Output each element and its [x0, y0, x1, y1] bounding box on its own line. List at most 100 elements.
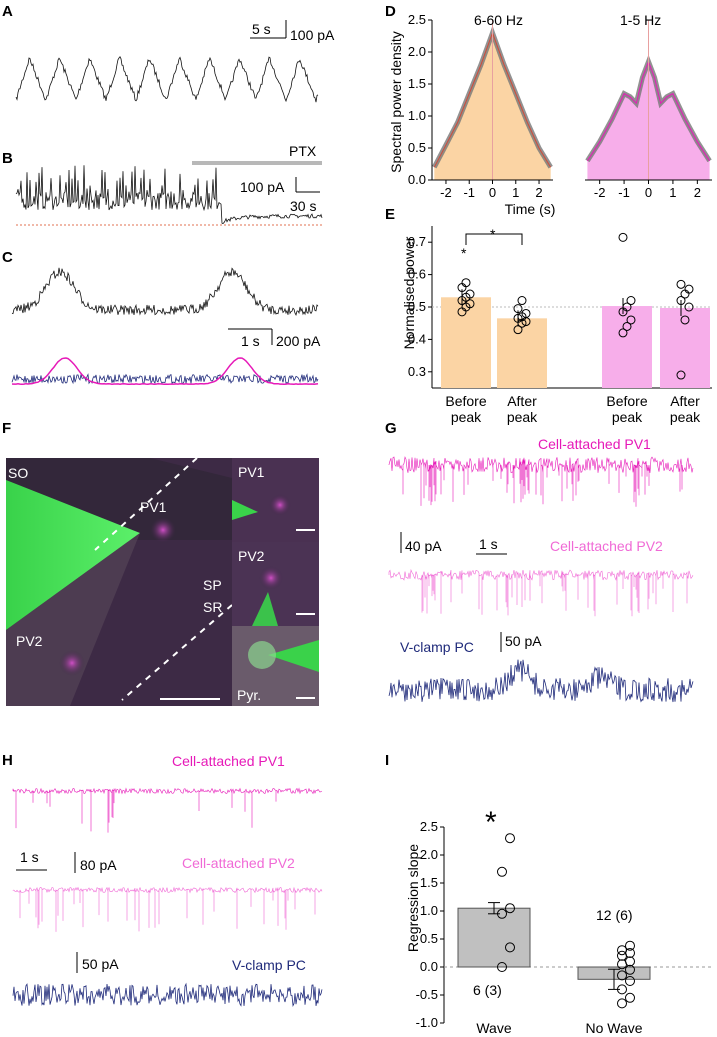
f-inset-pv2-label: PV2 [238, 548, 265, 564]
i-point [617, 984, 627, 995]
i-point [617, 998, 627, 1009]
e-point [622, 321, 632, 331]
envelope-c [11, 357, 319, 385]
d-xlabel: Time (s) [505, 201, 556, 217]
panel-label-i: I [385, 752, 389, 769]
d-ytick-label: 0.0 [408, 172, 426, 187]
f-pipette-main [6, 480, 140, 630]
e-point [618, 328, 628, 338]
f-inset-pv1-pipette [232, 500, 258, 520]
e-group-star: * [461, 245, 467, 261]
panel-label-e: E [385, 206, 395, 223]
d-ytick-label: 1.0 [408, 108, 426, 123]
e-category-label: peak [670, 409, 701, 425]
panel-label-g: G [385, 420, 397, 437]
i-n-nowave: 12 (6) [596, 907, 633, 923]
d-ylabel: Spectral power density [388, 31, 404, 173]
g-trace3-label: V-clamp PC [400, 639, 474, 655]
e-point [680, 315, 690, 325]
trace-g-pc [388, 659, 694, 703]
trace-h-pc [12, 982, 323, 1008]
d-band-slow: 1-5 Hz [620, 12, 661, 28]
e-point [684, 284, 694, 294]
i-ytick-label: 2.0 [420, 847, 438, 862]
i-ytick-label: 2.5 [420, 819, 438, 834]
e-ytick-label: 0.5 [408, 299, 426, 314]
i-point [625, 992, 635, 1003]
g-scale-amp-label: 40 pA [405, 538, 442, 554]
trace-g-pv2 [388, 568, 694, 617]
i-point [497, 866, 507, 877]
i-ytick-label: -0.5 [416, 987, 438, 1002]
d-ytick-label: 0.5 [408, 140, 426, 155]
i-ytick-label: 0.0 [420, 959, 438, 974]
d-xtick-label: -2 [594, 185, 606, 200]
e-point [622, 302, 632, 312]
f-sr-label: SR [203, 599, 222, 615]
e-compare-star: * [490, 226, 496, 242]
f-pv1-label: PV1 [140, 499, 167, 515]
i-point [617, 970, 627, 981]
e-point [513, 313, 523, 323]
d-ytick-label: 2.5 [408, 12, 426, 27]
e-category-label: After [507, 393, 537, 409]
i-category-label: No Wave [585, 1020, 642, 1036]
chart-d-left: -2 -1 0 1 2 0.0 0.5 1.0 1.5 2.0 2.5 [408, 12, 553, 200]
e-ytick-label: 0.4 [408, 331, 426, 346]
e-point [465, 289, 475, 299]
d-xtick-label: 1 [512, 185, 519, 200]
i-ytick-label: 1.5 [420, 875, 438, 890]
e-point [517, 296, 527, 306]
i-point [505, 903, 515, 914]
f-inset-pv2-cell [259, 566, 283, 590]
scale-c-time-label: 1 s [241, 333, 260, 349]
i-ytick-label: 0.5 [420, 931, 438, 946]
e-point [684, 302, 694, 312]
panel-label-b: B [2, 150, 13, 167]
d-ytick-label: 1.5 [408, 76, 426, 91]
e-point [465, 299, 475, 309]
i-point [497, 908, 507, 919]
panel-label-a: A [2, 3, 13, 20]
i-n-wave: 6 (3) [473, 982, 502, 998]
d-xtick-label: -1 [463, 185, 475, 200]
d-ytick-label: 2.0 [408, 44, 426, 59]
trace-b [15, 165, 323, 224]
trace-h-pv1 [12, 787, 323, 833]
f-so-label: SO [8, 465, 28, 481]
e-point [618, 232, 628, 242]
e-ytick-label: 0.6 [408, 267, 426, 282]
i-point [505, 833, 515, 844]
panel-label-f: F [2, 420, 11, 437]
f-microscopy: SO PV1 SP SR PV2 PV1 PV2 Pyr. [6, 457, 319, 706]
panel-label-c: C [2, 249, 13, 266]
scale-c-amp-label: 200 pA [276, 333, 321, 349]
e-point [626, 296, 636, 306]
f-inset-pv1-cell [269, 494, 291, 516]
e-point [676, 279, 686, 289]
e-category-label: Before [445, 393, 486, 409]
e-point [461, 278, 471, 288]
f-pv2-label: PV2 [16, 633, 43, 649]
e-category-label: peak [612, 409, 643, 425]
e-category-label: After [670, 393, 700, 409]
d-xtick-label: -1 [618, 185, 630, 200]
f-inset-pv1-label: PV1 [238, 464, 265, 480]
scale-a-amp-label: 100 pA [290, 27, 335, 43]
i-point [625, 940, 635, 951]
i-point [625, 956, 635, 967]
trace-c [11, 267, 319, 316]
d-xtick-label: 0 [489, 185, 496, 200]
g-scale-amp2-label: 50 pA [505, 633, 542, 649]
f-boundary-sp-sr [121, 604, 233, 701]
i-bar [457, 907, 531, 968]
f-inset-pyr-label: Pyr. [237, 687, 261, 703]
e-point [676, 296, 686, 306]
i-point [497, 962, 507, 972]
f-inset-pyr-cell [248, 641, 276, 669]
d-xtick-label: -2 [440, 185, 452, 200]
f-cell-pv1 [150, 517, 176, 543]
f-pipette-shadow [6, 533, 140, 706]
